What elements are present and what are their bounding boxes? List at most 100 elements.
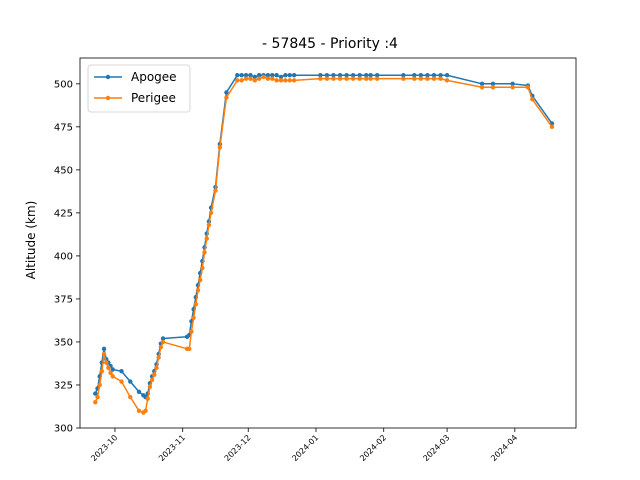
data-point — [154, 365, 159, 370]
data-point — [93, 391, 98, 396]
legend-label-apogee: Apogee — [131, 70, 177, 84]
y-tick-label: 500 — [54, 79, 73, 90]
data-point — [235, 73, 240, 78]
data-point — [368, 73, 373, 78]
data-point — [252, 74, 257, 80]
data-point — [224, 95, 229, 100]
data-point — [193, 301, 199, 307]
data-point — [104, 360, 109, 365]
series-apogee — [93, 73, 555, 400]
y-tick-label: 325 — [54, 380, 73, 391]
data-point — [530, 97, 535, 102]
data-point — [197, 277, 203, 283]
data-point — [189, 329, 194, 334]
data-point — [283, 78, 288, 83]
data-point — [235, 78, 240, 83]
data-point — [248, 73, 253, 78]
data-point — [401, 76, 406, 81]
data-point — [261, 74, 266, 80]
data-point — [364, 73, 369, 78]
axes-layer: 300 325 350 375 400 425 450 475 500 2023-10 2023-1… — [54, 57, 577, 463]
chart-title: - 57845 - Priority :4 — [262, 36, 398, 52]
plot-frame — [79, 57, 577, 429]
data-point — [418, 73, 424, 78]
data-point — [287, 73, 292, 78]
x-tick-label: 2024-02 — [358, 433, 388, 463]
data-point — [101, 346, 107, 352]
data-point — [318, 76, 323, 81]
data-point — [217, 145, 223, 150]
data-point — [510, 85, 515, 90]
data-point — [204, 236, 209, 241]
data-point — [108, 370, 113, 376]
series-layer — [93, 73, 555, 415]
data-point — [549, 124, 555, 130]
data-point — [202, 250, 207, 255]
data-point — [510, 81, 515, 87]
data-point — [324, 76, 330, 81]
data-point — [136, 408, 142, 413]
data-point — [195, 288, 201, 293]
data-point — [256, 73, 262, 78]
series-line-perigee — [94, 76, 553, 414]
data-point — [331, 73, 336, 78]
data-point — [357, 73, 362, 78]
data-point — [93, 399, 98, 405]
data-point — [479, 81, 485, 87]
legend-marker-perigee — [105, 95, 111, 101]
data-point — [239, 78, 244, 83]
x-tick-label: 2024-03 — [421, 433, 451, 463]
legend-marker-apogee — [105, 74, 111, 80]
y-tick-label: 300 — [54, 424, 73, 435]
data-point — [350, 76, 356, 81]
data-point — [119, 379, 124, 384]
data-point — [149, 377, 155, 383]
data-point — [243, 73, 249, 78]
data-point — [106, 365, 111, 370]
data-point — [158, 344, 164, 350]
data-point — [525, 85, 531, 90]
data-point — [374, 76, 380, 81]
data-point — [156, 355, 161, 360]
data-point — [418, 76, 424, 81]
y-axis-label: Altitude (km) — [24, 201, 38, 280]
x-tick-label: 2024-04 — [489, 433, 519, 463]
y-tick-label: 450 — [54, 165, 73, 176]
y-tick-label: 400 — [54, 251, 73, 262]
data-point — [318, 73, 323, 78]
data-point — [324, 73, 330, 78]
data-point — [401, 73, 406, 78]
x-tick-label: 2023-10 — [89, 433, 119, 463]
data-point — [431, 76, 437, 81]
data-point — [187, 346, 192, 352]
data-point — [425, 73, 430, 78]
data-point — [160, 339, 166, 345]
data-point — [256, 76, 262, 81]
data-point — [224, 90, 229, 95]
data-point — [152, 372, 157, 377]
data-point — [145, 396, 150, 401]
data-point — [160, 336, 166, 341]
data-point — [490, 81, 496, 87]
legend-label-perigee: Perigee — [131, 91, 176, 105]
data-point — [213, 188, 218, 193]
data-point — [147, 384, 153, 389]
data-point — [200, 265, 205, 271]
y-tick-label: 375 — [54, 294, 73, 305]
data-point — [206, 222, 212, 228]
data-point — [136, 389, 142, 395]
data-point — [97, 382, 102, 388]
data-point — [128, 394, 133, 400]
data-point — [337, 76, 343, 81]
data-point — [270, 73, 275, 78]
data-point — [101, 351, 107, 357]
y-tick-label: 350 — [54, 337, 73, 348]
data-point — [243, 76, 249, 81]
data-point — [344, 73, 349, 78]
data-point — [239, 73, 244, 78]
data-point — [291, 78, 297, 83]
data-point — [143, 408, 148, 413]
series-perigee — [93, 74, 555, 415]
data-point — [364, 76, 369, 81]
